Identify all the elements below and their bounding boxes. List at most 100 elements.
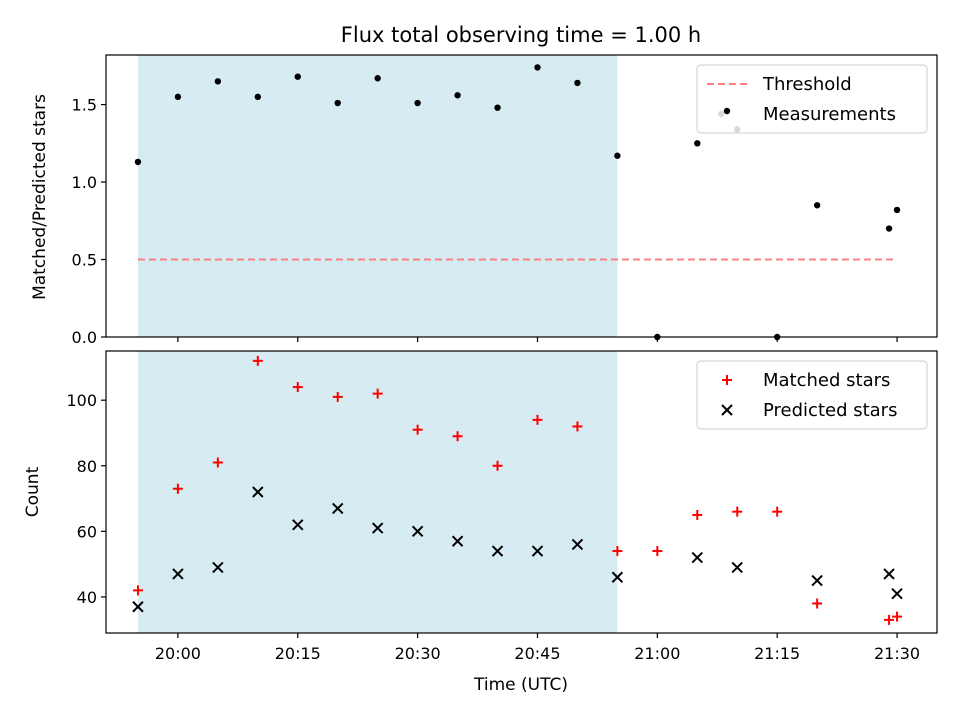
measurements-point [174,93,182,101]
matched-stars-point [412,424,423,435]
matched-stars-point [732,506,743,517]
matched-stars-point [452,431,463,442]
legend-label: Matched stars [763,370,890,391]
y-tick-label: 80 [77,457,97,476]
predicted-stars-point [411,525,424,538]
x-tick-label: 21:00 [634,644,680,663]
x-tick-label: 21:15 [754,644,800,663]
legend-label: Threshold [762,74,852,95]
measurements-point [374,75,381,82]
matched-stars-point [812,598,823,609]
star-count-y-axis-label: Count [23,466,43,517]
predicted-stars-point [132,601,144,613]
predicted-stars-point [252,486,264,498]
y-tick-label: 1.5 [72,96,97,115]
x-tick-label: 20:00 [155,644,201,663]
matched-stars-point [532,414,543,425]
y-tick-label: 0.0 [72,328,97,347]
measurements-point [574,79,581,87]
predicted-stars-point [292,519,304,531]
predicted-stars-point [611,571,624,583]
measurements-point [614,152,621,159]
measurements-point [694,140,701,147]
legend-box [696,64,928,134]
flux-ratio-legend: Threshold Measurements [696,64,928,134]
measurements-point [414,99,421,107]
x-axis-label: Time (UTC) [473,675,568,695]
measurements-point [454,92,461,99]
matched-stars-point [612,546,623,557]
flux-ratio-panel: 0.0 0.5 1.0 1.5 Flux total observing time =… [30,23,938,347]
predicted-stars-point [212,561,224,574]
matched-stars-point [884,614,895,625]
matched-stars-point [652,546,663,557]
matched-stars-point [332,391,343,402]
observing-window-rect [137,55,618,337]
star-count-axes-frame [105,350,938,634]
measurements-point [254,93,262,101]
predicted-stars-point [531,545,544,557]
flux-ratio-y-axis-label: Matched/Predicted stars [30,94,50,300]
measurements-point [294,73,301,80]
legend-entry-predicted-stars: Predicted stars [721,400,897,421]
observing-window-span [137,55,618,337]
predicted-stars-point [883,568,895,580]
measurements-point [813,202,821,209]
measurements-point [214,78,222,85]
matched-stars-point [372,388,383,399]
measurements-point [134,158,142,166]
predicted-stars-point [332,502,344,515]
star-count-y-ticks: 40 60 80 100 [66,391,106,607]
star-count-legend: Matched stars Predicted stars [696,360,928,430]
matched-stars-point [292,382,303,393]
matched-stars-point [252,355,263,366]
matched-stars-point [492,460,503,471]
measurements-point [893,206,901,214]
matched-stars-point [892,611,903,622]
x-tick-label: 20:45 [514,644,560,663]
y-tick-label: 100 [66,391,97,410]
star-count-x-ticks: 20:00 20:15 20:30 20:45 21:00 21:15 21:30 [155,633,920,663]
matched-stars-point [212,457,223,468]
legend-marker [721,404,733,416]
x-tick-label: 20:30 [395,644,441,663]
legend-entry-threshold: Threshold [707,74,852,95]
flux-ratio-y-ticks: 0.0 0.5 1.0 1.5 [72,96,106,347]
axes-frame-rect [105,350,938,634]
x-tick-label: 21:30 [874,644,920,663]
y-tick-label: 0.5 [72,251,97,270]
predicted-stars-point [571,538,584,551]
predicted-stars-point [172,568,184,580]
matched-stars-point [132,585,143,596]
predicted-stars-point [451,535,464,547]
predicted-stars-point [891,587,903,600]
legend-entry-measurements: Measurements [723,104,896,125]
predicted-stars-point [491,545,504,557]
matched-stars-point [172,483,183,494]
legend-entry-matched-stars: Matched stars [722,370,890,391]
matched-stars-point [572,421,583,432]
measurements-point [494,104,501,111]
y-tick-label: 1.0 [72,173,97,192]
matched-stars-point [692,509,703,520]
y-tick-label: 60 [77,522,97,541]
predicted-stars-point [691,551,703,564]
legend-box [696,360,928,430]
legend-label: Measurements [763,104,896,125]
y-tick-label: 40 [77,588,97,607]
measurements-point [534,64,541,71]
measurements-point [334,99,341,107]
predicted-stars-point [731,561,743,574]
predicted-stars-point [811,574,823,587]
flux-ratio-x-ticks [177,337,898,342]
axes-frame-rect [105,54,938,338]
legend-marker [723,107,731,115]
legend-marker [722,375,732,385]
measurements-point [885,225,893,232]
predicted-stars-point [371,522,384,534]
legend-label: Predicted stars [763,400,897,421]
x-tick-label: 20:15 [275,644,321,663]
chart-title: Flux total observing time = 1.00 h [341,23,701,47]
star-count-panel: 40 60 80 100 20:00 20:15 20:30 20:45 21:00 21:15… [23,350,938,695]
